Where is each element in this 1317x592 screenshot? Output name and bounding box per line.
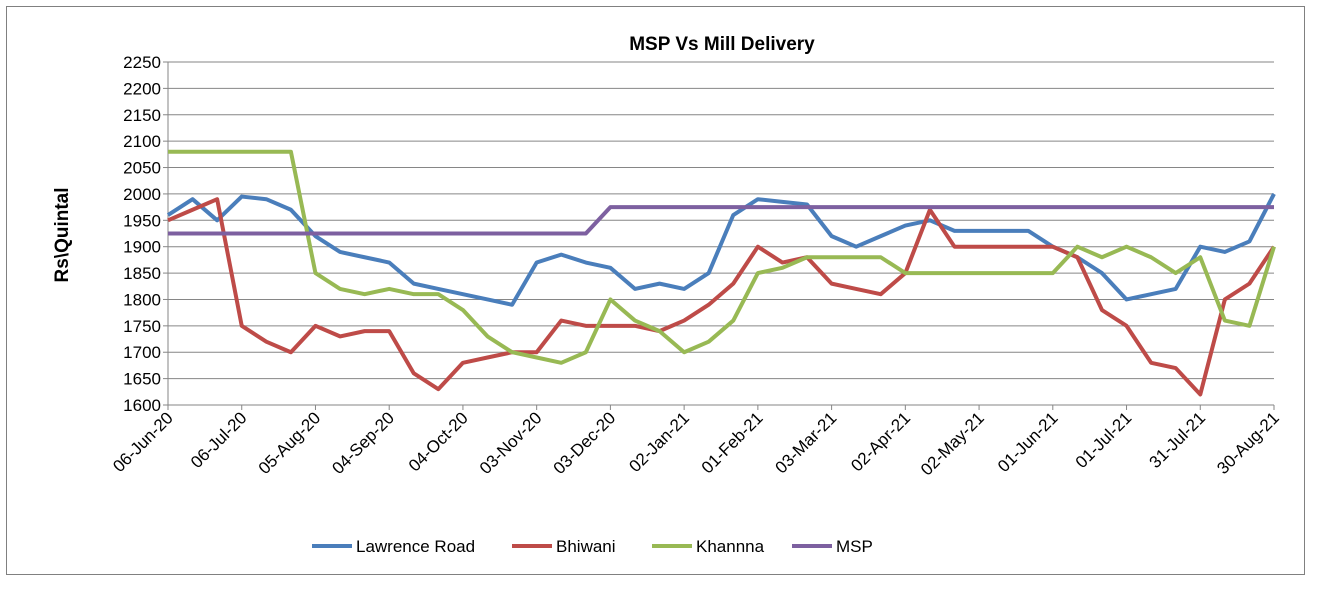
y-tick-label: 1600 [123, 396, 161, 415]
y-tick-label: 2250 [123, 53, 161, 72]
y-tick-label: 1850 [123, 264, 161, 283]
series-line [167, 197, 1276, 397]
legend-label: MSP [836, 537, 873, 556]
y-tick-label: 2200 [123, 79, 161, 98]
y-tick-label: 1750 [123, 317, 161, 336]
series-line [166, 193, 1276, 307]
series-line [168, 149, 1276, 365]
y-tick-label: 1650 [123, 370, 161, 389]
y-tick-label: 2000 [123, 185, 161, 204]
y-tick-label: 2050 [123, 159, 161, 178]
y-axis-label: Rs\Quintal [52, 187, 73, 282]
chart-title: MSP Vs Mill Delivery [629, 34, 815, 55]
y-tick-label: 1950 [123, 211, 161, 230]
legend-label: Khannna [696, 537, 765, 556]
y-tick-label: 1900 [123, 238, 161, 257]
legend-label: Bhiwani [556, 537, 616, 556]
y-tick-label: 1800 [123, 290, 161, 309]
series-line [168, 205, 1274, 236]
y-tick-label: 2150 [123, 106, 161, 125]
legend-label: Lawrence Road [356, 537, 475, 556]
y-tick-label: 1700 [123, 343, 161, 362]
chart-border [6, 6, 1305, 575]
y-tick-label: 2100 [123, 132, 161, 151]
